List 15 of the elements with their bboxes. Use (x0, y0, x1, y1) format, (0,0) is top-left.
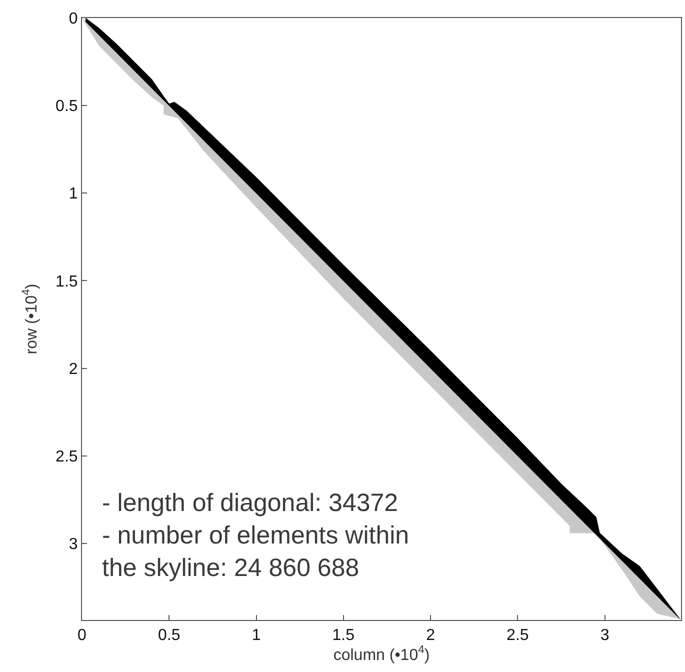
x-tick-label: 1.5 (332, 627, 355, 644)
y-tick-label: 1 (68, 186, 78, 203)
x-tick-label: 2.5 (506, 627, 529, 644)
x-tick-label: 1 (252, 627, 261, 644)
y-tick-label: 0 (68, 10, 78, 28)
x-axis-title: column (•10$^{4}$) (333, 644, 430, 664)
x-tick-label: 2 (426, 627, 436, 644)
y-tick-label: 0.5 (56, 98, 78, 116)
x-tick-label: 0.5 (158, 627, 180, 644)
x-tick-label: 3 (600, 627, 610, 644)
y-tick-label: 2.5 (56, 448, 78, 466)
y-tick-label: 1.5 (56, 273, 78, 290)
y-tick-label: 2 (68, 360, 78, 378)
y-tick-label: 3 (68, 536, 78, 554)
annotation: - length of diagonal: 34372 - number of elements within the skyline: 24 860 688 (102, 489, 410, 582)
